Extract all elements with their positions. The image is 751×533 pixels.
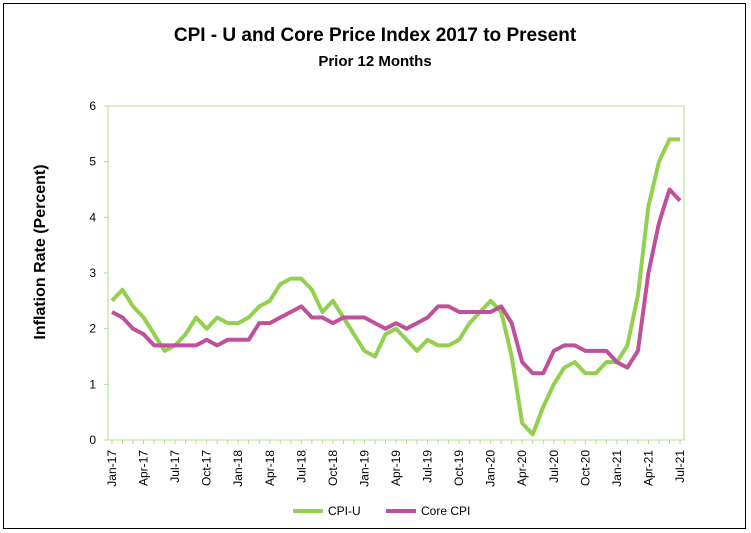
y-tick-label: 2 — [89, 322, 96, 336]
chart-subtitle: Prior 12 Months — [318, 53, 431, 70]
x-tick-label: Oct-19 — [452, 450, 466, 486]
y-tick-label: 0 — [89, 433, 96, 447]
x-tick-label: Apr-20 — [515, 450, 529, 486]
x-tick-label: Apr-18 — [263, 450, 277, 486]
x-tick-label: Jul-17 — [168, 450, 182, 483]
x-tick-label: Apr-17 — [137, 450, 151, 486]
x-tick-label: Jan-18 — [231, 450, 245, 487]
x-tick-label: Jul-21 — [673, 450, 687, 483]
plot-border — [107, 105, 685, 441]
y-tick-label: 4 — [89, 210, 96, 224]
x-tick-label: Oct-20 — [578, 450, 592, 486]
y-tick-label: 1 — [89, 377, 96, 391]
legend-label-cpi-u: CPI-U — [328, 504, 361, 518]
chart-frame: CPI - U and Core Price Index 2017 to Pre… — [3, 3, 746, 529]
legend-label-core-cpi: Core CPI — [421, 504, 470, 518]
x-tick-label: Jan-21 — [610, 450, 624, 487]
x-tick-label: Apr-21 — [641, 450, 655, 486]
x-tick-label: Oct-17 — [200, 450, 214, 486]
x-tick-label: Jul-20 — [547, 450, 561, 483]
x-tick-label: Apr-19 — [389, 450, 403, 486]
y-axis-label: Inflation Rate (Percent) — [32, 164, 49, 339]
x-tick-label: Jan-20 — [484, 450, 498, 487]
x-tick-label: Jan-19 — [357, 450, 371, 487]
chart-title: CPI - U and Core Price Index 2017 to Pre… — [174, 25, 577, 46]
x-tick-label: Oct-18 — [326, 450, 340, 486]
x-tick-label: Jul-18 — [294, 450, 308, 483]
x-tick-label: Jul-19 — [421, 450, 435, 483]
series-line-core-cpi — [111, 187, 682, 376]
plot-area: 0 1 2 3 4 5 6 Jan-17 Apr-17 Jul-17 Oct-17 Jan-18 Apr… — [89, 99, 687, 487]
y-tick-label: 3 — [89, 266, 96, 280]
x-tick-label: Jan-17 — [105, 450, 119, 487]
legend: CPI-U Core CPI — [293, 504, 470, 518]
series-line-cpi-u — [110, 137, 680, 437]
y-tick-label: 5 — [89, 155, 96, 169]
line-chart: CPI - U and Core Price Index 2017 to Pre… — [32, 25, 687, 518]
y-tick-label: 6 — [89, 99, 96, 113]
